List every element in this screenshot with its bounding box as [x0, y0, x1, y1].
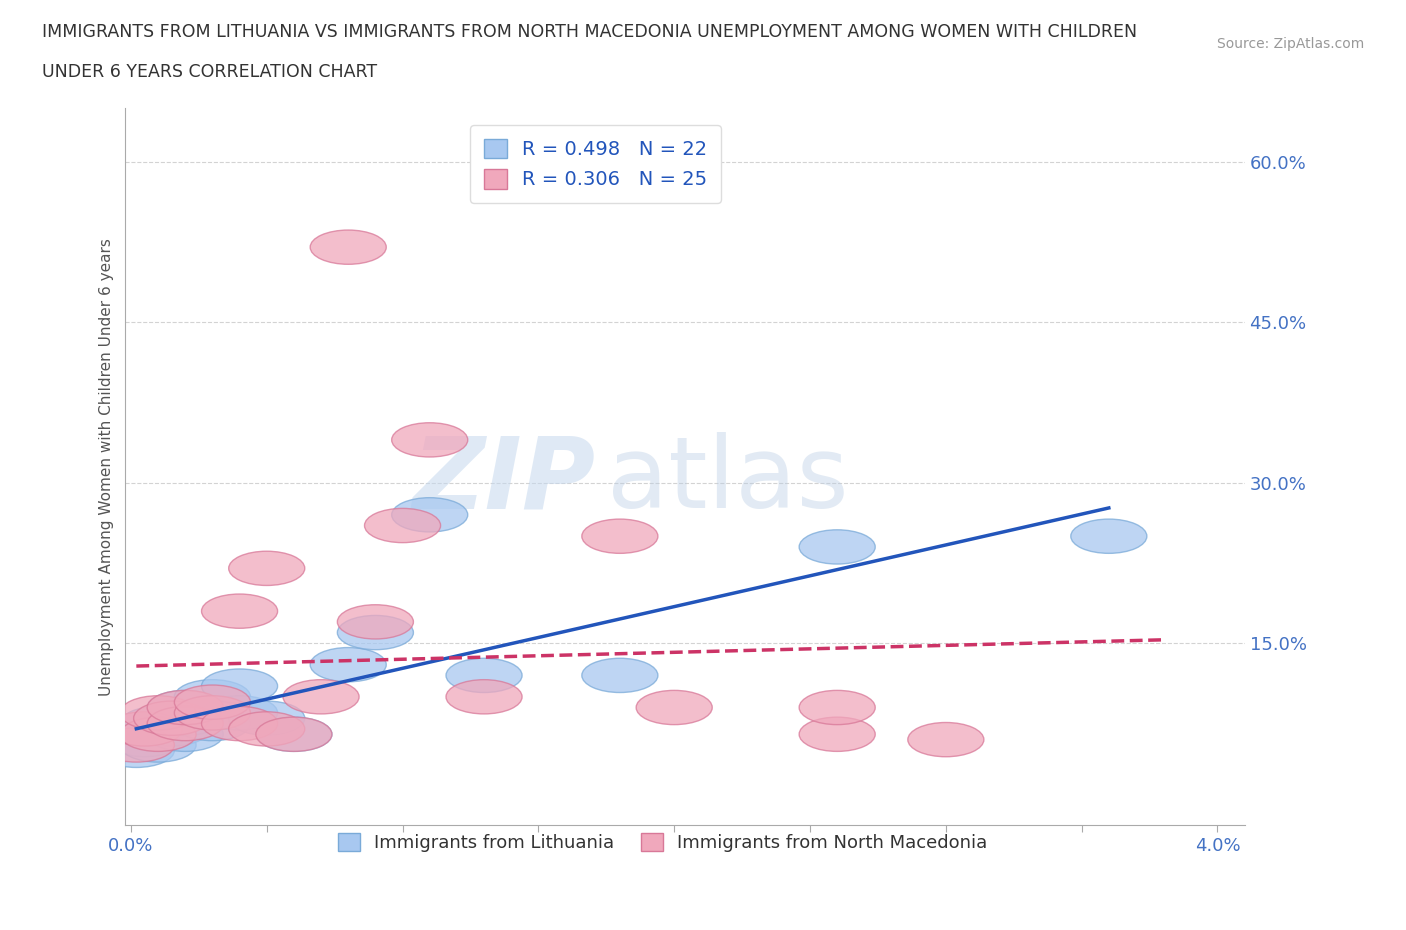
Ellipse shape — [582, 519, 658, 553]
Ellipse shape — [799, 690, 875, 724]
Text: ZIP: ZIP — [412, 432, 596, 529]
Ellipse shape — [98, 733, 174, 767]
Ellipse shape — [229, 551, 305, 586]
Ellipse shape — [148, 717, 224, 751]
Ellipse shape — [582, 658, 658, 693]
Ellipse shape — [120, 717, 195, 751]
Ellipse shape — [174, 696, 250, 730]
Ellipse shape — [256, 717, 332, 751]
Ellipse shape — [229, 701, 305, 736]
Ellipse shape — [908, 723, 984, 757]
Text: Source: ZipAtlas.com: Source: ZipAtlas.com — [1216, 37, 1364, 51]
Ellipse shape — [337, 616, 413, 650]
Ellipse shape — [134, 711, 209, 746]
Ellipse shape — [337, 604, 413, 639]
Ellipse shape — [311, 230, 387, 264]
Ellipse shape — [148, 701, 224, 736]
Ellipse shape — [446, 658, 522, 693]
Ellipse shape — [283, 680, 359, 714]
Ellipse shape — [148, 690, 224, 724]
Ellipse shape — [446, 680, 522, 714]
Ellipse shape — [174, 707, 250, 740]
Ellipse shape — [201, 707, 277, 740]
Ellipse shape — [120, 696, 195, 730]
Ellipse shape — [174, 696, 250, 730]
Ellipse shape — [799, 717, 875, 751]
Ellipse shape — [392, 498, 468, 532]
Ellipse shape — [174, 685, 250, 719]
Ellipse shape — [201, 594, 277, 629]
Ellipse shape — [134, 701, 209, 736]
Ellipse shape — [98, 728, 174, 762]
Ellipse shape — [636, 690, 713, 724]
Ellipse shape — [201, 696, 277, 730]
Ellipse shape — [107, 723, 183, 757]
Text: UNDER 6 YEARS CORRELATION CHART: UNDER 6 YEARS CORRELATION CHART — [42, 63, 377, 81]
Ellipse shape — [120, 707, 195, 740]
Ellipse shape — [799, 530, 875, 565]
Ellipse shape — [148, 690, 224, 724]
Ellipse shape — [364, 509, 440, 542]
Ellipse shape — [148, 707, 224, 740]
Ellipse shape — [311, 647, 387, 682]
Ellipse shape — [120, 728, 195, 762]
Y-axis label: Unemployment Among Women with Children Under 6 years: Unemployment Among Women with Children U… — [100, 238, 114, 696]
Ellipse shape — [229, 711, 305, 746]
Ellipse shape — [1071, 519, 1147, 553]
Text: atlas: atlas — [607, 432, 848, 529]
Text: IMMIGRANTS FROM LITHUANIA VS IMMIGRANTS FROM NORTH MACEDONIA UNEMPLOYMENT AMONG : IMMIGRANTS FROM LITHUANIA VS IMMIGRANTS … — [42, 23, 1137, 41]
Ellipse shape — [256, 717, 332, 751]
Ellipse shape — [174, 680, 250, 714]
Legend: Immigrants from Lithuania, Immigrants from North Macedonia: Immigrants from Lithuania, Immigrants fr… — [330, 826, 994, 859]
Ellipse shape — [201, 669, 277, 703]
Ellipse shape — [392, 423, 468, 457]
Ellipse shape — [107, 711, 183, 746]
